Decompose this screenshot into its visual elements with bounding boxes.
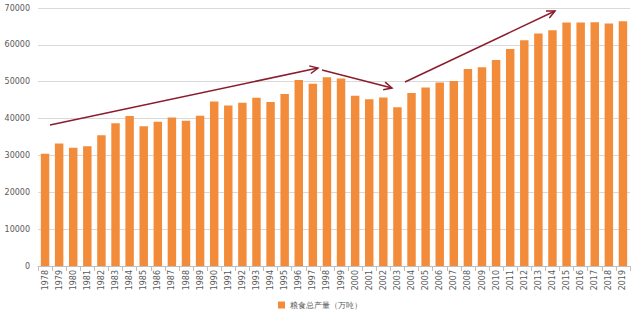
svg-text:2007: 2007 [449, 270, 458, 290]
svg-text:1979: 1979 [55, 270, 64, 290]
svg-text:2011: 2011 [506, 270, 515, 290]
svg-text:60000: 60000 [5, 40, 30, 49]
svg-text:1997: 1997 [308, 270, 317, 290]
svg-text:1987: 1987 [167, 270, 176, 290]
svg-text:2013: 2013 [534, 270, 543, 290]
svg-text:30000: 30000 [5, 151, 30, 160]
svg-text:40000: 40000 [5, 114, 30, 123]
svg-text:2015: 2015 [562, 270, 571, 290]
svg-text:2006: 2006 [435, 270, 444, 290]
svg-text:0: 0 [25, 262, 30, 271]
svg-text:2005: 2005 [421, 270, 430, 290]
svg-text:1984: 1984 [125, 270, 134, 290]
svg-text:2009: 2009 [478, 270, 487, 290]
svg-text:2004: 2004 [407, 270, 416, 290]
svg-text:2010: 2010 [492, 270, 501, 290]
svg-text:1991: 1991 [224, 270, 233, 290]
svg-text:1993: 1993 [252, 270, 261, 290]
svg-text:2014: 2014 [548, 270, 557, 290]
svg-text:1981: 1981 [83, 270, 92, 290]
svg-text:1989: 1989 [196, 270, 205, 290]
svg-text:70000: 70000 [5, 4, 30, 13]
svg-text:1986: 1986 [153, 270, 162, 290]
svg-text:1999: 1999 [337, 270, 346, 290]
svg-text:1980: 1980 [69, 270, 78, 290]
svg-text:2017: 2017 [590, 270, 599, 290]
svg-text:1983: 1983 [111, 270, 120, 290]
svg-text:1990: 1990 [210, 270, 219, 290]
svg-text:1992: 1992 [238, 270, 247, 290]
svg-text:2000: 2000 [351, 270, 360, 290]
svg-text:粮食总产量（万吨）: 粮食总产量（万吨） [290, 301, 362, 310]
svg-text:1978: 1978 [41, 270, 50, 290]
svg-text:1995: 1995 [280, 270, 289, 290]
svg-text:2002: 2002 [379, 270, 388, 290]
svg-text:1988: 1988 [182, 270, 191, 290]
svg-text:2003: 2003 [393, 270, 402, 290]
svg-text:1994: 1994 [266, 270, 275, 290]
svg-text:2012: 2012 [520, 270, 529, 290]
svg-text:2016: 2016 [576, 270, 585, 290]
svg-text:2001: 2001 [365, 270, 374, 290]
svg-text:2019: 2019 [618, 270, 627, 290]
svg-text:10000: 10000 [5, 225, 30, 234]
svg-text:1996: 1996 [294, 270, 303, 290]
svg-text:2018: 2018 [604, 270, 613, 290]
svg-text:20000: 20000 [5, 188, 30, 197]
svg-text:2008: 2008 [463, 270, 472, 290]
svg-text:1998: 1998 [322, 270, 331, 290]
svg-text:1985: 1985 [139, 270, 148, 290]
svg-text:50000: 50000 [5, 77, 30, 86]
svg-text:1982: 1982 [97, 270, 106, 290]
